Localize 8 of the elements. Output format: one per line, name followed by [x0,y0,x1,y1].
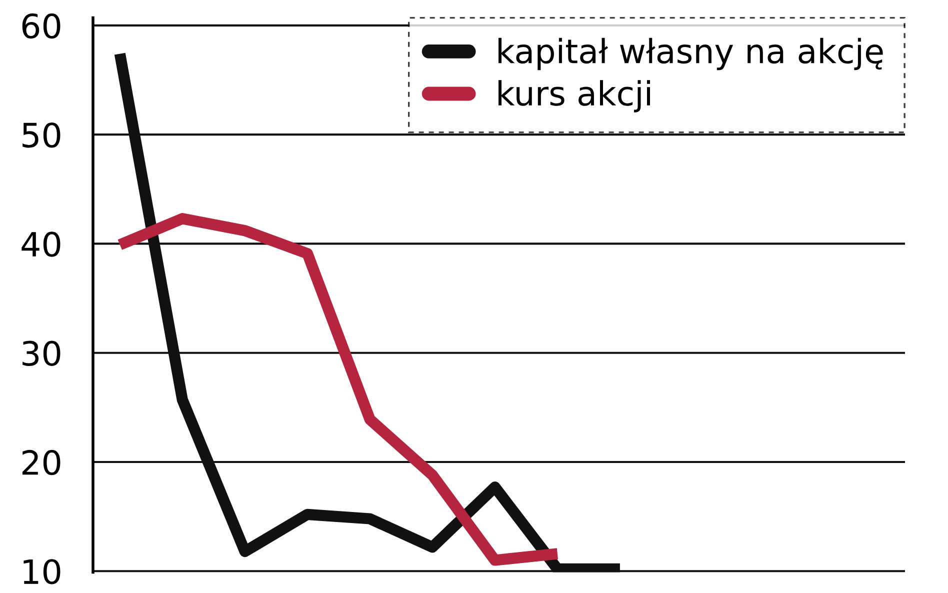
y-tick-label: 10 [24,559,60,584]
y-tick-label: 50 [22,122,60,148]
y-tick-label: 60 [22,13,60,39]
y-tick-label: 30 [22,340,60,366]
y-tick-label: 40 [22,232,60,257]
y-tick-label: 20 [22,450,60,476]
legend-label: kapitał własny na akcję [498,38,883,70]
legend-label: kurs akcji [498,80,650,112]
